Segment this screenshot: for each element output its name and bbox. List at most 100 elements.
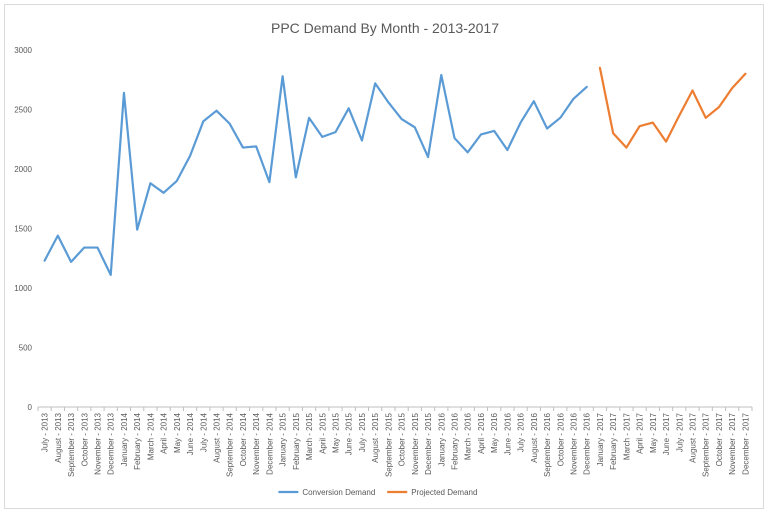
x-tick-label: November - 2017	[728, 412, 737, 474]
data-point	[440, 74, 442, 76]
data-point	[215, 110, 217, 112]
x-tick-label: June - 2015	[345, 412, 354, 455]
data-point	[348, 107, 350, 109]
x-tick-label: November - 2014	[252, 412, 261, 474]
x-tick-label: February - 2014	[133, 412, 142, 469]
data-point	[705, 117, 707, 119]
x-tick-label: August - 2017	[689, 412, 698, 462]
x-tick-label: October - 2014	[239, 412, 248, 466]
y-tick-label: 1000	[14, 284, 32, 293]
y-tick-label: 500	[19, 344, 33, 353]
data-point	[414, 126, 416, 128]
chart-frame	[4, 4, 764, 509]
x-tick-label: January - 2016	[437, 412, 446, 466]
legend-label-1: Projected Demand	[411, 488, 477, 497]
series-line-1	[598, 66, 747, 149]
x-tick-label: October - 2013	[80, 412, 89, 466]
data-point	[123, 92, 125, 94]
y-tick-label: 3000	[14, 46, 32, 55]
x-tick-label: July - 2016	[517, 412, 526, 452]
series	[43, 66, 747, 277]
data-point	[242, 146, 244, 148]
x-tick-label: February - 2016	[451, 412, 460, 469]
data-point	[96, 246, 98, 248]
x-tick-label: April - 2015	[318, 412, 327, 453]
x-tick-label: May - 2015	[332, 412, 341, 453]
data-point	[691, 89, 693, 91]
data-point	[136, 229, 138, 231]
data-point	[308, 117, 310, 119]
data-point	[334, 131, 336, 133]
x-tick-label: November - 2016	[570, 412, 579, 474]
data-point	[678, 114, 680, 116]
data-point	[718, 106, 720, 108]
data-point	[453, 137, 455, 139]
x-tick-label: March - 2014	[146, 412, 155, 460]
x-tick-label: June - 2014	[186, 412, 195, 455]
x-tick-label: January - 2015	[279, 412, 288, 466]
data-point	[70, 261, 72, 263]
data-point	[744, 73, 746, 75]
x-tick-label: September - 2013	[67, 412, 76, 477]
x-tick-label: June - 2017	[662, 412, 671, 455]
x-tick-label: December - 2016	[583, 412, 592, 474]
data-point	[83, 246, 85, 248]
x-tick-label: December - 2015	[424, 412, 433, 474]
y-tick-label: 2000	[14, 165, 32, 174]
x-tick-label: November - 2015	[411, 412, 420, 474]
data-point	[665, 141, 667, 143]
x-tick-label: September - 2015	[384, 412, 393, 477]
series-line-0	[43, 73, 588, 277]
data-point	[202, 120, 204, 122]
data-point	[652, 121, 654, 123]
data-point	[282, 75, 284, 77]
data-point	[295, 176, 297, 178]
y-tick-label: 0	[28, 403, 33, 412]
x-tick-label: July - 2013	[41, 412, 50, 452]
data-point	[176, 180, 178, 182]
x-tick-label: January - 2017	[596, 412, 605, 466]
data-point	[612, 132, 614, 134]
x-tick-label: October - 2016	[556, 412, 565, 466]
x-tick-label: January - 2014	[120, 412, 129, 466]
data-point	[321, 136, 323, 138]
data-point	[480, 133, 482, 135]
data-point	[731, 87, 733, 89]
data-point	[149, 182, 151, 184]
x-tick-label: April - 2017	[636, 412, 645, 453]
y-tick-label: 2500	[14, 106, 32, 115]
x-tick-label: August - 2015	[371, 412, 380, 462]
chart-title: PPC Demand By Month - 2013-2017	[271, 20, 499, 36]
data-point	[401, 118, 403, 120]
x-tick-label: August - 2016	[530, 412, 539, 462]
data-point	[639, 125, 641, 127]
data-point	[44, 260, 46, 262]
data-point	[586, 86, 588, 88]
data-point	[546, 127, 548, 129]
data-point	[572, 98, 574, 100]
data-point	[57, 235, 59, 237]
data-point	[374, 82, 376, 84]
x-tick-label: February - 2017	[609, 412, 618, 469]
data-point	[625, 146, 627, 148]
x-tick-label: March - 2015	[305, 412, 314, 460]
legend-label-0: Conversion Demand	[302, 488, 375, 497]
x-tick-label: May - 2016	[490, 412, 499, 453]
x-tick-label: September - 2016	[543, 412, 552, 477]
x-tick-label: May - 2014	[173, 412, 182, 453]
axes: 0 500 1000 1500 2000 2500 3000 July - 2013 Augus…	[14, 46, 753, 477]
legend: Conversion Demand Projected Demand	[278, 488, 477, 497]
x-tick-label: March - 2017	[622, 412, 631, 460]
x-tick-label: September - 2014	[226, 412, 235, 477]
x-tick-label: August - 2013	[54, 412, 63, 462]
x-tick-label: April - 2016	[477, 412, 486, 453]
data-point	[559, 117, 561, 119]
x-tick-label: February - 2015	[292, 412, 301, 469]
data-point	[163, 192, 165, 194]
x-tick-label: August - 2014	[213, 412, 222, 462]
data-point	[229, 123, 231, 125]
data-point	[506, 149, 508, 151]
x-tick-label: September - 2017	[702, 412, 711, 477]
data-point	[268, 181, 270, 183]
